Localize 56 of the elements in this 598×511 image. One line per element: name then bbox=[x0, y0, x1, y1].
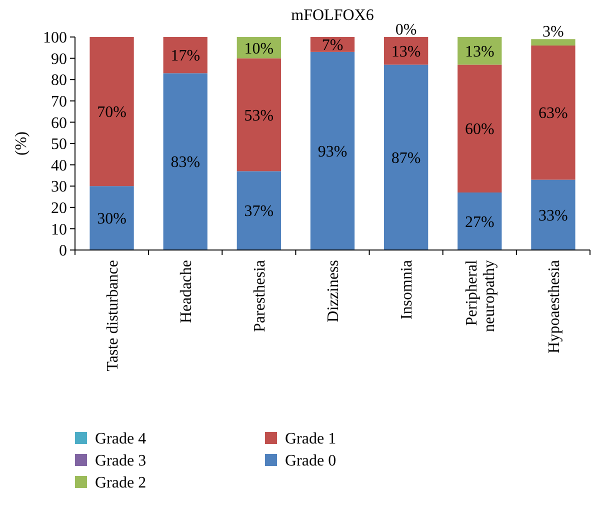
bar bbox=[163, 37, 208, 74]
legend-label: Grade 0 bbox=[285, 452, 336, 470]
x-tick-label: Insomnia bbox=[398, 260, 416, 320]
data-label: 93% bbox=[318, 144, 348, 161]
data-label: 10% bbox=[244, 40, 274, 58]
bar bbox=[236, 171, 281, 250]
y-tick-label: 30 bbox=[51, 178, 67, 196]
legend-label: Grade 1 bbox=[285, 430, 336, 448]
x-tick-label: Paresthesia bbox=[252, 260, 269, 332]
bar bbox=[236, 58, 281, 172]
data-label: 13% bbox=[391, 43, 421, 60]
data-label: 70% bbox=[97, 104, 126, 122]
y-tick-label: 90 bbox=[51, 50, 67, 68]
x-tick-label: Taste disturbance bbox=[104, 260, 122, 372]
y-tick-label: 40 bbox=[51, 157, 67, 174]
bar bbox=[384, 64, 428, 250]
x-tick-label: Dizziness bbox=[325, 260, 342, 322]
data-label: 83% bbox=[170, 154, 200, 172]
data-label: 3% bbox=[542, 24, 564, 41]
y-tick-label: 10 bbox=[51, 221, 67, 238]
data-label: 17% bbox=[170, 48, 200, 65]
data-label: 0% bbox=[395, 22, 417, 39]
y-tick-label: 80 bbox=[51, 72, 67, 90]
bar bbox=[531, 39, 576, 46]
bar bbox=[531, 180, 576, 250]
data-label: 13% bbox=[464, 43, 494, 60]
data-label: 37% bbox=[244, 203, 274, 220]
x-tick-label: Hypoaesthesia bbox=[546, 260, 563, 354]
data-label: 60% bbox=[464, 121, 494, 138]
bar bbox=[310, 52, 355, 250]
y-tick-label: 70 bbox=[51, 94, 67, 110]
y-axis-title: (%) bbox=[13, 132, 30, 156]
bar bbox=[90, 37, 134, 186]
x-tick-label: Headache bbox=[178, 260, 195, 324]
x-tick-label: Peripheral neuropathy bbox=[463, 259, 498, 332]
legend-label: Grade 3 bbox=[95, 452, 146, 470]
y-tick-label: 20 bbox=[51, 200, 67, 217]
y-tick-label: 100 bbox=[43, 30, 67, 47]
bar bbox=[458, 192, 502, 250]
data-label: 7% bbox=[322, 37, 344, 54]
y-tick-label: 0 bbox=[59, 242, 67, 260]
legend-label: Grade 4 bbox=[95, 430, 146, 448]
data-label: 53% bbox=[244, 107, 274, 124]
legend-label: Grade 2 bbox=[95, 474, 146, 492]
data-label: 27% bbox=[464, 214, 494, 231]
data-label: 63% bbox=[538, 105, 568, 122]
y-tick-label: 50 bbox=[51, 136, 67, 154]
bar bbox=[531, 46, 576, 180]
bar bbox=[90, 186, 134, 250]
data-label: 33% bbox=[538, 207, 568, 224]
data-label: 87% bbox=[391, 150, 421, 167]
y-tick-label: 60 bbox=[51, 114, 67, 132]
bar bbox=[163, 73, 208, 250]
bar bbox=[458, 64, 502, 192]
data-label: 30% bbox=[97, 210, 126, 228]
chart-title: mFOLFOX6 bbox=[291, 7, 374, 24]
